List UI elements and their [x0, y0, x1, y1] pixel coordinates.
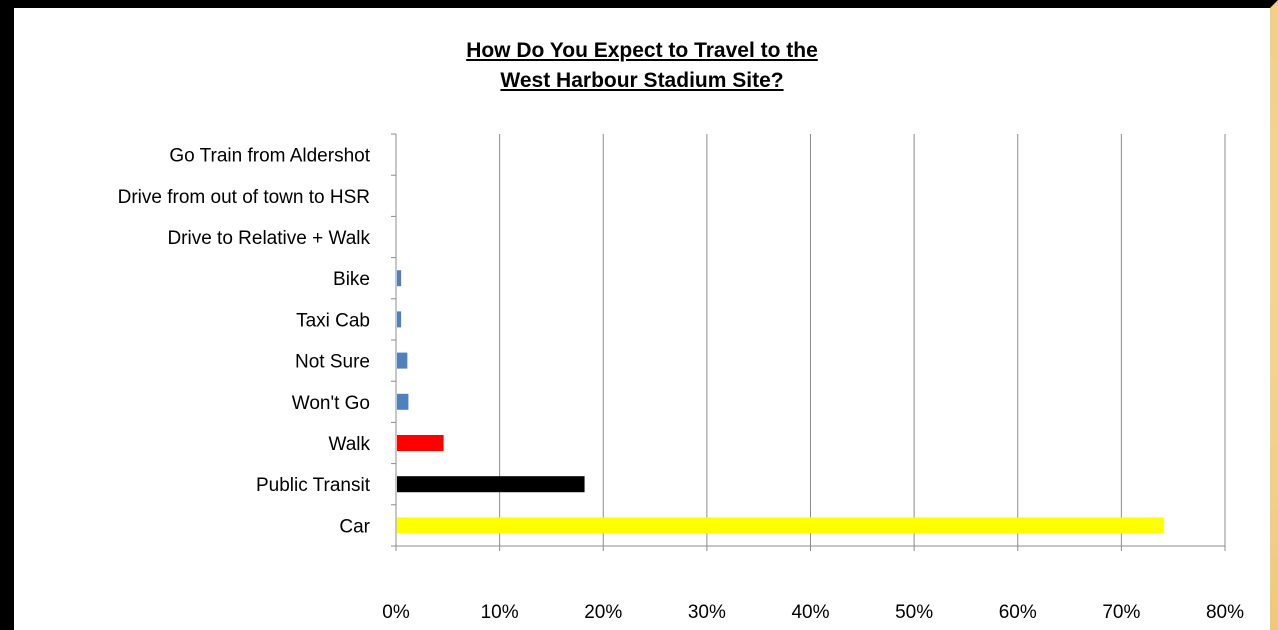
category-label: Not Sure [295, 352, 370, 373]
bar-car [397, 517, 1164, 534]
bar-bike [397, 270, 402, 287]
x-tick-label: 60% [999, 602, 1037, 623]
category-label: Drive from out of town to HSR [118, 187, 370, 208]
x-tick-label: 50% [895, 602, 933, 623]
chart-title: How Do You Expect to Travel to the West … [14, 36, 1270, 96]
bar-not-sure [397, 352, 408, 369]
x-tick-label: 20% [584, 602, 622, 623]
bar-chart: 0% 10% 20% 30% 40% 50% 60% 70% 80% Go Train from … [118, 133, 1244, 623]
category-label: Drive to Relative + Walk [167, 228, 370, 249]
x-tick-label: 10% [481, 602, 519, 623]
category-label: Go Train from Aldershot [169, 146, 370, 167]
bar-taxi-cab [397, 311, 402, 328]
x-tick-label: 80% [1206, 602, 1244, 623]
category-label: Bike [333, 269, 370, 290]
chart-panel: How Do You Expect to Travel to the West … [14, 8, 1270, 630]
bar-public-transit [397, 476, 585, 493]
x-tick-label: 0% [382, 602, 410, 623]
x-tick-label: 70% [1102, 602, 1140, 623]
chart-title-line-2: West Harbour Stadium Site? [500, 69, 784, 92]
x-tick-label: 30% [688, 602, 726, 623]
bar-walk [397, 435, 444, 451]
bar-won-t-go [397, 393, 409, 410]
chart-title-line-1: How Do You Expect to Travel to the [466, 39, 818, 62]
category-label: Public Transit [256, 475, 371, 496]
x-tick-label: 40% [791, 602, 829, 623]
category-label: Won't Go [292, 393, 370, 414]
category-label: Car [339, 516, 370, 537]
category-label: Walk [328, 434, 370, 455]
category-label: Taxi Cab [296, 310, 370, 331]
